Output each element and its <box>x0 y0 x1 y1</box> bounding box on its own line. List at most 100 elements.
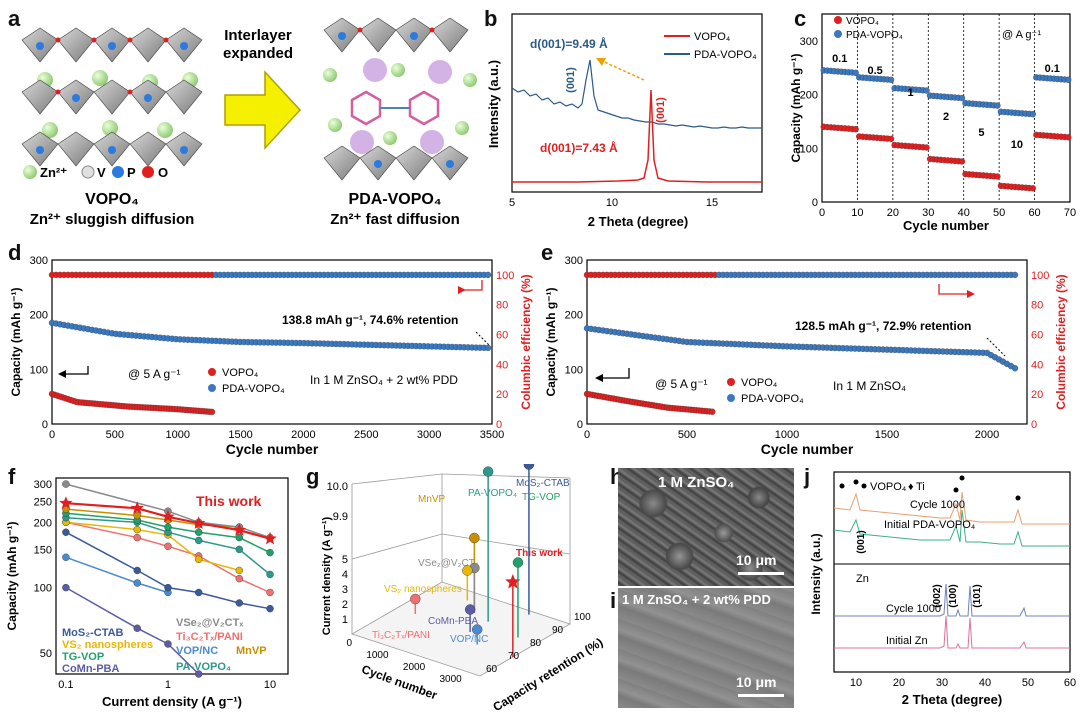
legend-marker-pda <box>208 384 216 392</box>
legend-zn: Zn²⁺ <box>40 165 67 180</box>
curve-label-initial-pda: Initial PDA-VOPO₄ <box>884 519 976 531</box>
point-label: MnVP <box>418 494 446 505</box>
plot-frame <box>586 259 1028 425</box>
ytick: 300 <box>800 36 818 48</box>
legend-ti: Ti <box>916 481 925 493</box>
xtick: 60 <box>1064 677 1076 689</box>
rate-dividers <box>857 14 1035 202</box>
x-axis-label: Cycle number <box>360 662 440 702</box>
panel-letter: j <box>804 464 811 489</box>
point-label: This work <box>516 548 563 559</box>
data-point <box>958 158 966 165</box>
ytick-right: 80 <box>496 300 508 312</box>
ytick: 0 <box>812 197 818 209</box>
data-point <box>410 593 421 605</box>
xtick: 2000 <box>975 429 999 441</box>
xtick: 10 <box>606 197 618 209</box>
xtick: 10 <box>264 679 276 691</box>
scale-bar <box>738 572 784 575</box>
rate-points <box>820 67 1072 192</box>
point-label: VOP/NC <box>450 634 488 645</box>
ztick: 3 <box>342 584 348 596</box>
ytick-right: 60 <box>496 330 508 342</box>
data-point <box>164 542 172 551</box>
ztick: 10.0 <box>327 481 348 493</box>
data-point <box>194 670 203 678</box>
point-label: Ti₃C₂Tₓ/PANI <box>372 630 430 641</box>
data-point <box>235 545 244 554</box>
rate-label: @ 5 A g⁻¹ <box>128 367 181 381</box>
peak-dot-icon <box>959 475 965 481</box>
panel-letter: a <box>8 6 21 31</box>
panel-d: d 0 500 1000 1500 2000 2500 3000 3500 0 100 200 300… <box>0 238 545 466</box>
data-point <box>62 480 70 488</box>
xrd-chart-b: VOPO₄ PDA-VOPO₄ (001) (001) d(001)=9.49 … <box>486 13 763 229</box>
panel-h: h 1 M ZnSO₄ 10 μm <box>608 464 798 588</box>
star-marker <box>161 509 175 523</box>
xtick: 2000 <box>403 662 426 673</box>
data-point <box>266 570 274 579</box>
xtick: 30 <box>936 677 948 689</box>
pda-points <box>583 325 1019 372</box>
ytick: 60 <box>486 664 498 675</box>
shift-arrow-head-icon <box>596 58 606 66</box>
panel-j: j VOPO₄ ♦ Ti (001) Cycle 1000 Initial PD… <box>800 464 1080 713</box>
data-point <box>523 464 535 470</box>
xtick: 0.1 <box>58 679 73 691</box>
star-marker <box>505 574 521 589</box>
xtick: 0 <box>584 429 590 441</box>
vopo4-marker-icon <box>861 483 867 489</box>
data-point <box>709 408 716 415</box>
zn-peak-label: (002) <box>932 584 943 607</box>
ce-point <box>1011 271 1019 279</box>
legend-j: VOPO₄ ♦ Ti <box>839 481 925 493</box>
ti-marker-icon: ♦ <box>908 481 914 493</box>
cap-arrow-head-icon <box>595 374 603 382</box>
star-marker <box>130 501 144 514</box>
ytick: 90 <box>552 625 564 636</box>
series-cycle1000-zn <box>834 583 1070 617</box>
xtick: 70 <box>1064 207 1076 219</box>
xtick: 1500 <box>228 429 252 441</box>
xtick: 15 <box>706 197 718 209</box>
shift-arrow <box>599 59 645 81</box>
series-vopo4 <box>512 89 762 183</box>
xtick: 1000 <box>775 429 799 441</box>
ytick-right: 40 <box>1031 359 1043 371</box>
panel-letter: b <box>484 6 498 31</box>
z-axis-label: Current density (A g⁻¹) <box>321 516 333 635</box>
data-point <box>1029 185 1036 192</box>
xrd-chart-j: VOPO₄ ♦ Ti (001) Cycle 1000 Initial PDA-… <box>809 471 1076 707</box>
unit-note: @ A g⁻¹ <box>1002 29 1041 41</box>
atom-legend: Zn²⁺ V P O <box>23 165 168 180</box>
data-point <box>62 583 70 592</box>
x-axis-label: 2 Theta (degree) <box>588 214 688 229</box>
series-initial-zn <box>834 615 1070 649</box>
xtick: 3000 <box>417 429 441 441</box>
vopo4-points <box>583 390 716 415</box>
data-point <box>994 173 1001 180</box>
series-line <box>65 531 271 610</box>
data-point <box>266 548 274 557</box>
legend-entry: VS₂ nanospheres <box>62 639 153 651</box>
series-line <box>65 502 271 540</box>
d-spacing-top: d(001)=9.49 Å <box>530 36 608 51</box>
ytick-right: 100 <box>496 270 514 282</box>
ztick: 2 <box>342 599 348 611</box>
data-point <box>923 144 930 151</box>
ztick: 1 <box>342 614 348 626</box>
data-point <box>484 344 492 352</box>
y-axis-label: Capacity (mAh g⁻¹) <box>790 53 803 162</box>
ytick-right: 40 <box>496 359 508 371</box>
ytick: 300 <box>34 479 52 491</box>
data-point <box>852 126 859 133</box>
peak-dot-icon <box>953 487 959 493</box>
y-axis-label: Capacity (mAh g⁻¹) <box>9 287 23 396</box>
legend-vopo4: VOPO₄ <box>846 16 879 27</box>
legend-marker-vopo4 <box>727 378 735 386</box>
xtick: 30 <box>922 207 934 219</box>
zn-label: Zn <box>856 573 869 585</box>
panel-letter: g <box>306 464 320 489</box>
curve-label-initial-zn: Initial Zn <box>886 635 928 647</box>
